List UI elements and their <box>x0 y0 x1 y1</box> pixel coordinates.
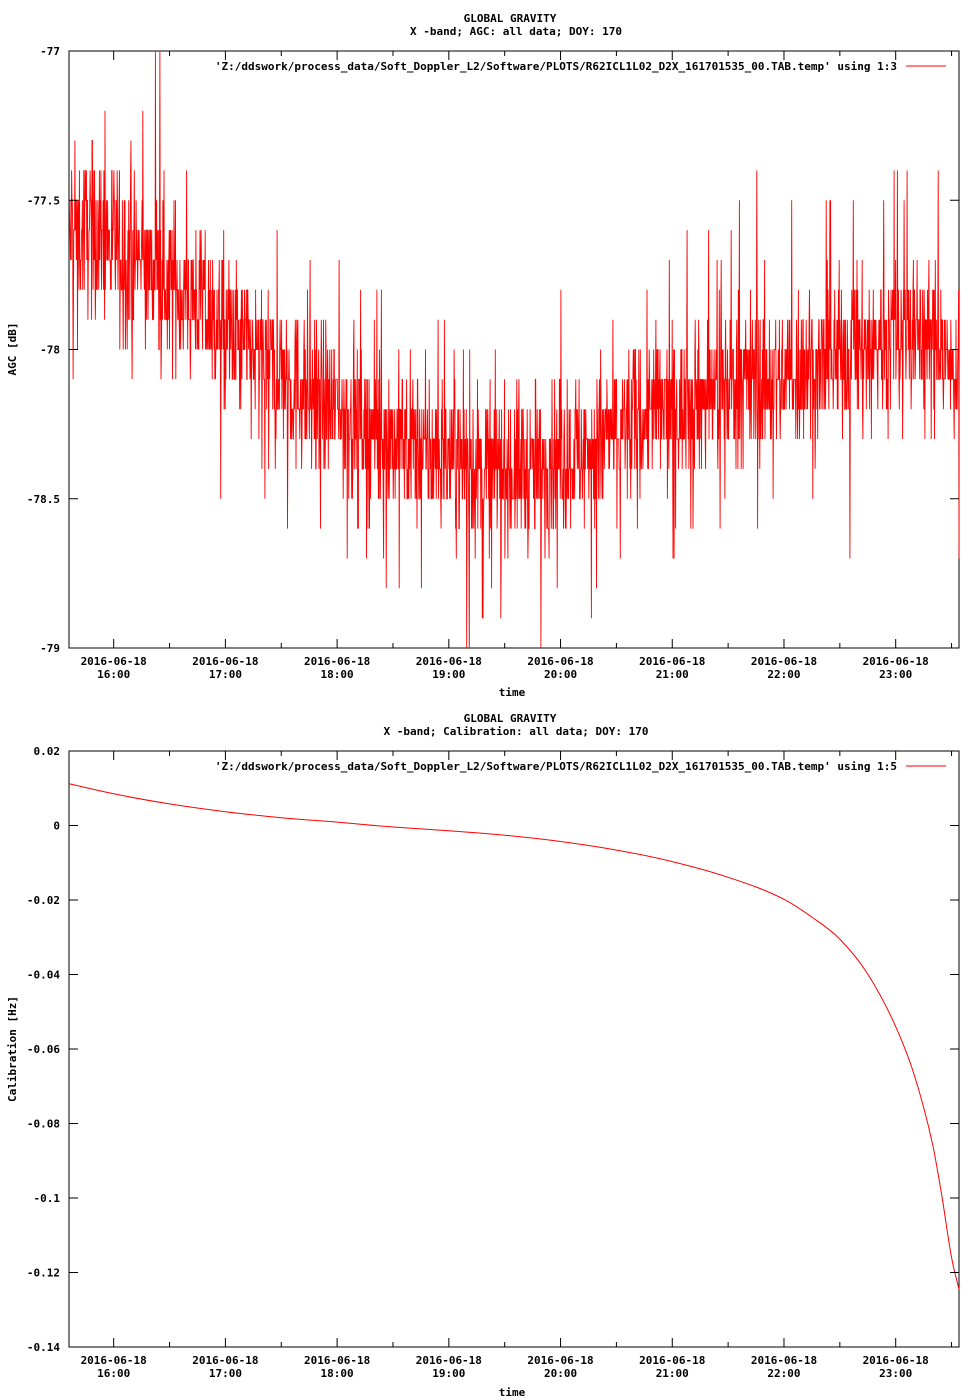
x-tick-label-time: 22:00 <box>767 1367 800 1380</box>
x-tick-label-date: 2016-06-18 <box>751 1354 817 1367</box>
series-line-group <box>68 783 960 1290</box>
y-tick-label: 0 <box>53 820 60 833</box>
chart-subtitle: X -band; AGC: all data; DOY: 170 <box>410 25 622 38</box>
x-tick-label-date: 2016-06-18 <box>527 655 593 668</box>
y-tick-label: -0.08 <box>27 1118 60 1131</box>
plot-frame <box>68 750 960 1348</box>
x-tick-label-time: 23:00 <box>879 668 912 681</box>
x-axis-label: time <box>499 686 526 699</box>
calibration-panel: GLOBAL GRAVITY X -band; Calibration: all… <box>6 712 960 1399</box>
x-tick-label-time: 18:00 <box>321 668 354 681</box>
y-tick-label: -0.12 <box>27 1267 60 1280</box>
x-tick-label-date: 2016-06-18 <box>416 655 482 668</box>
chart-title: GLOBAL GRAVITY <box>464 712 557 725</box>
x-tick-label-date: 2016-06-18 <box>81 655 147 668</box>
chart-title: GLOBAL GRAVITY <box>464 12 557 25</box>
calibration-series-line <box>68 783 960 1290</box>
legend: 'Z:/ddswork/process_data/Soft_Doppler_L2… <box>215 60 946 73</box>
x-tick-label-date: 2016-06-18 <box>192 1354 258 1367</box>
x-tick-label-time: 19:00 <box>432 1367 465 1380</box>
x-tick-label-date: 2016-06-18 <box>639 655 705 668</box>
x-tick-label-time: 23:00 <box>879 1367 912 1380</box>
y-tick-label: -0.02 <box>27 894 60 907</box>
x-axis-label: time <box>499 1386 526 1399</box>
x-tick-label-time: 22:00 <box>767 668 800 681</box>
x-tick-label-date: 2016-06-18 <box>527 1354 593 1367</box>
y-tick-label: -78 <box>40 344 60 357</box>
legend-entry-label: 'Z:/ddswork/process_data/Soft_Doppler_L2… <box>215 760 897 773</box>
series-line-group <box>68 50 960 649</box>
y-tick-label: -78.5 <box>27 493 60 506</box>
x-tick-label-time: 16:00 <box>97 1367 130 1380</box>
x-tick-label-time: 20:00 <box>544 1367 577 1380</box>
tick-marks: 0.02 0 -0.02 -0.04 -0.06 -0.08 -0.1 -0.12 -0.14 2… <box>27 745 959 1380</box>
legend-entry-label: 'Z:/ddswork/process_data/Soft_Doppler_L2… <box>215 60 897 73</box>
x-tick-label-time: 16:00 <box>97 668 130 681</box>
x-tick-label-time: 18:00 <box>321 1367 354 1380</box>
y-tick-label: -79 <box>40 642 60 655</box>
x-tick-label-date: 2016-06-18 <box>304 1354 370 1367</box>
x-tick-label-date: 2016-06-18 <box>751 655 817 668</box>
x-tick-label-time: 17:00 <box>209 668 242 681</box>
y-tick-label: -0.1 <box>34 1192 61 1205</box>
y-tick-label: -77 <box>40 45 60 58</box>
agc-series-line <box>68 50 960 649</box>
x-tick-label-time: 20:00 <box>544 668 577 681</box>
x-tick-label-date: 2016-06-18 <box>863 655 929 668</box>
y-tick-label: 0.02 <box>34 745 61 758</box>
x-tick-label-date: 2016-06-18 <box>304 655 370 668</box>
y-tick-label: -0.06 <box>27 1043 60 1056</box>
x-tick-label-time: 21:00 <box>656 668 689 681</box>
x-tick-label-time: 17:00 <box>209 1367 242 1380</box>
y-tick-label: -0.14 <box>27 1341 60 1354</box>
chart-subtitle: X -band; Calibration: all data; DOY: 170 <box>384 725 649 738</box>
y-tick-label: -0.04 <box>27 969 60 982</box>
x-tick-label-date: 2016-06-18 <box>863 1354 929 1367</box>
x-tick-label-date: 2016-06-18 <box>81 1354 147 1367</box>
agc-panel: GLOBAL GRAVITY X -band; AGC: all data; D… <box>6 12 960 699</box>
x-tick-label-date: 2016-06-18 <box>192 655 258 668</box>
legend: 'Z:/ddswork/process_data/Soft_Doppler_L2… <box>215 760 946 773</box>
y-tick-label: -77.5 <box>27 194 60 207</box>
x-tick-label-time: 21:00 <box>656 1367 689 1380</box>
y-axis-label: AGC [dB] <box>6 323 19 376</box>
x-tick-label-date: 2016-06-18 <box>416 1354 482 1367</box>
y-axis-label: Calibration [Hz] <box>6 996 19 1102</box>
tick-marks: -77-77.5-78-78.5-792016-06-1816:002016-0… <box>27 45 959 681</box>
x-tick-label-date: 2016-06-18 <box>639 1354 705 1367</box>
x-tick-label-time: 19:00 <box>432 668 465 681</box>
